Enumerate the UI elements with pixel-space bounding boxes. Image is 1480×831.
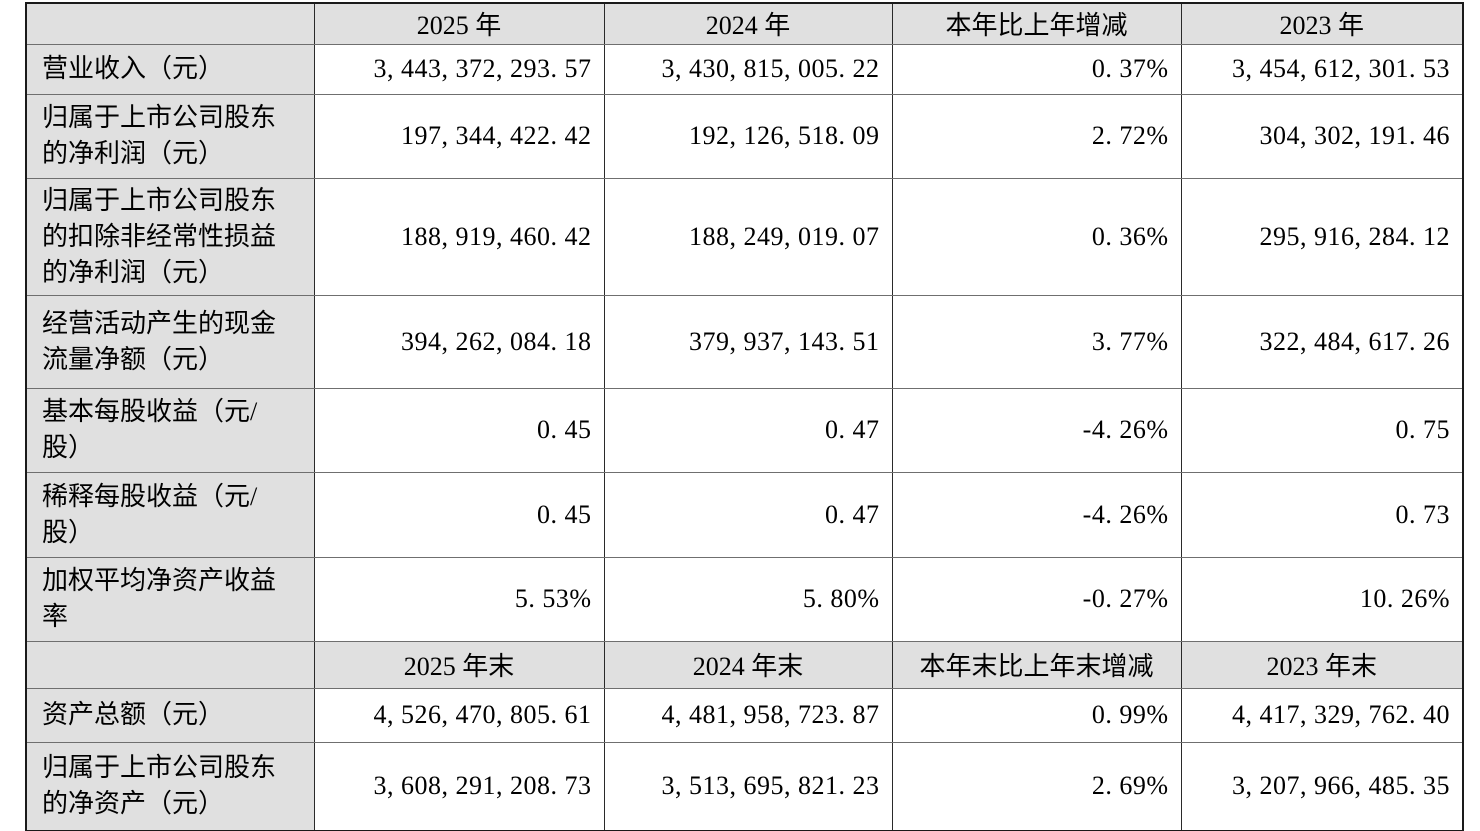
- deducted-net-profit-2023-value: 295, 916, 284. 12: [1180, 177, 1464, 296]
- table-row-net-assets: 归属于上市公司股东的净资产（元） 3, 608, 291, 208. 73 3,…: [25, 741, 1464, 831]
- basic-eps-change-value: -4. 26%: [891, 387, 1182, 473]
- financial-summary-table: 2025 年 2024 年 本年比上年增减 2023 年 营业收入（元） 3, …: [25, 2, 1464, 831]
- deducted-net-profit-change-value: 0. 36%: [891, 177, 1182, 296]
- revenue-change-value: 0. 37%: [891, 43, 1182, 95]
- header-end-2024: 2024 年末: [603, 640, 893, 689]
- total-assets-2024-value: 4, 481, 958, 723. 87: [603, 687, 893, 743]
- revenue-label: 营业收入（元）: [25, 43, 315, 95]
- table-row-deducted-net-profit: 归属于上市公司股东的扣除非经常性损益的净利润（元） 188, 919, 460.…: [25, 177, 1464, 296]
- diluted-eps-change-value: -4. 26%: [891, 471, 1182, 558]
- total-assets-change-value: 0. 99%: [891, 687, 1182, 743]
- net-assets-label: 归属于上市公司股东的净资产（元）: [25, 741, 315, 831]
- header-empty-cell: [25, 2, 315, 45]
- table-row-basic-eps: 基本每股收益（元/股） 0. 45 0. 47 -4. 26% 0. 75: [25, 387, 1464, 473]
- diluted-eps-2023-value: 0. 73: [1180, 471, 1464, 558]
- weighted-roe-2024-value: 5. 80%: [603, 556, 893, 642]
- table-row-diluted-eps: 稀释每股收益（元/股） 0. 45 0. 47 -4. 26% 0. 73: [25, 471, 1464, 558]
- total-assets-2023-value: 4, 417, 329, 762. 40: [1180, 687, 1464, 743]
- header-year-2023: 2023 年: [1180, 2, 1464, 45]
- net-assets-2025-value: 3, 608, 291, 208. 73: [313, 741, 605, 831]
- weighted-roe-label: 加权平均净资产收益率: [25, 556, 315, 642]
- header-year-2024: 2024 年: [603, 2, 893, 45]
- net-assets-2023-value: 3, 207, 966, 485. 35: [1180, 741, 1464, 831]
- operating-cash-flow-2024-value: 379, 937, 143. 51: [603, 294, 893, 389]
- total-assets-2025-value: 4, 526, 470, 805. 61: [313, 687, 605, 743]
- table-row-weighted-roe: 加权平均净资产收益率 5. 53% 5. 80% -0. 27% 10. 26%: [25, 556, 1464, 642]
- header-end-change: 本年末比上年末增减: [891, 640, 1182, 689]
- table-row-total-assets: 资产总额（元） 4, 526, 470, 805. 61 4, 481, 958…: [25, 687, 1464, 743]
- revenue-2024-value: 3, 430, 815, 005. 22: [603, 43, 893, 95]
- net-profit-2023-value: 304, 302, 191. 46: [1180, 93, 1464, 179]
- header-year-2025: 2025 年: [313, 2, 605, 45]
- deducted-net-profit-2024-value: 188, 249, 019. 07: [603, 177, 893, 296]
- table-row-revenue: 营业收入（元） 3, 443, 372, 293. 57 3, 430, 815…: [25, 43, 1464, 95]
- table-row-net-profit: 归属于上市公司股东的净利润（元） 197, 344, 422. 42 192, …: [25, 93, 1464, 179]
- net-profit-label: 归属于上市公司股东的净利润（元）: [25, 93, 315, 179]
- net-profit-2024-value: 192, 126, 518. 09: [603, 93, 893, 179]
- diluted-eps-2025-value: 0. 45: [313, 471, 605, 558]
- table-row-operating-cash-flow: 经营活动产生的现金流量净额（元） 394, 262, 084. 18 379, …: [25, 294, 1464, 389]
- basic-eps-2024-value: 0. 47: [603, 387, 893, 473]
- operating-cash-flow-label: 经营活动产生的现金流量净额（元）: [25, 294, 315, 389]
- diluted-eps-2024-value: 0. 47: [603, 471, 893, 558]
- basic-eps-2023-value: 0. 75: [1180, 387, 1464, 473]
- basic-eps-label: 基本每股收益（元/股）: [25, 387, 315, 473]
- header-row-period-end: 2025 年末 2024 年末 本年末比上年末增减 2023 年末: [25, 640, 1464, 689]
- header-row-annual: 2025 年 2024 年 本年比上年增减 2023 年: [25, 2, 1464, 45]
- operating-cash-flow-change-value: 3. 77%: [891, 294, 1182, 389]
- header-empty-cell-2: [25, 640, 315, 689]
- header-end-2025: 2025 年末: [313, 640, 605, 689]
- net-profit-change-value: 2. 72%: [891, 93, 1182, 179]
- net-assets-2024-value: 3, 513, 695, 821. 23: [603, 741, 893, 831]
- deducted-net-profit-label: 归属于上市公司股东的扣除非经常性损益的净利润（元）: [25, 177, 315, 296]
- net-profit-2025-value: 197, 344, 422. 42: [313, 93, 605, 179]
- header-end-2023: 2023 年末: [1180, 640, 1464, 689]
- net-assets-change-value: 2. 69%: [891, 741, 1182, 831]
- weighted-roe-2025-value: 5. 53%: [313, 556, 605, 642]
- basic-eps-2025-value: 0. 45: [313, 387, 605, 473]
- operating-cash-flow-2023-value: 322, 484, 617. 26: [1180, 294, 1464, 389]
- weighted-roe-2023-value: 10. 26%: [1180, 556, 1464, 642]
- weighted-roe-change-value: -0. 27%: [891, 556, 1182, 642]
- operating-cash-flow-2025-value: 394, 262, 084. 18: [313, 294, 605, 389]
- revenue-2023-value: 3, 454, 612, 301. 53: [1180, 43, 1464, 95]
- diluted-eps-label: 稀释每股收益（元/股）: [25, 471, 315, 558]
- deducted-net-profit-2025-value: 188, 919, 460. 42: [313, 177, 605, 296]
- total-assets-label: 资产总额（元）: [25, 687, 315, 743]
- revenue-2025-value: 3, 443, 372, 293. 57: [313, 43, 605, 95]
- header-yoy-change: 本年比上年增减: [891, 2, 1182, 45]
